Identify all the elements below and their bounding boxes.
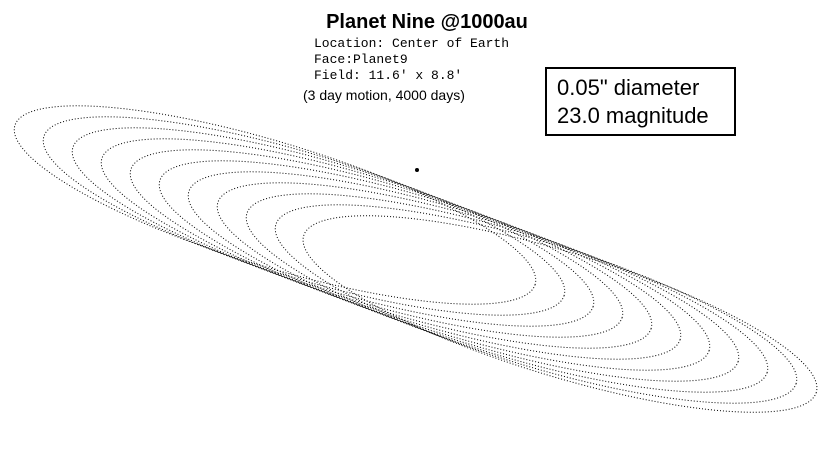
orbit [302,215,818,413]
orbit [71,127,595,327]
orbit-trails [13,105,818,413]
planet [415,168,419,172]
info-box [545,67,736,136]
orbit [42,116,566,316]
title: Planet Nine @1000au [326,11,528,33]
orbit [13,105,537,305]
orbit [129,149,653,349]
diameter: 0.05" diameter [557,75,699,100]
magnitude: 23.0 magnitude [557,103,709,128]
orbit [187,171,711,371]
face: Face:Planet9 [314,52,408,67]
field: Field: 11.6' x 8.8' [314,68,462,83]
orbit [216,182,740,382]
location: Location: Center of Earth [314,36,509,51]
orbit [100,138,624,338]
orbit [245,193,769,393]
orbit [274,204,798,404]
motion: (3 day motion, 4000 days) [303,87,465,103]
